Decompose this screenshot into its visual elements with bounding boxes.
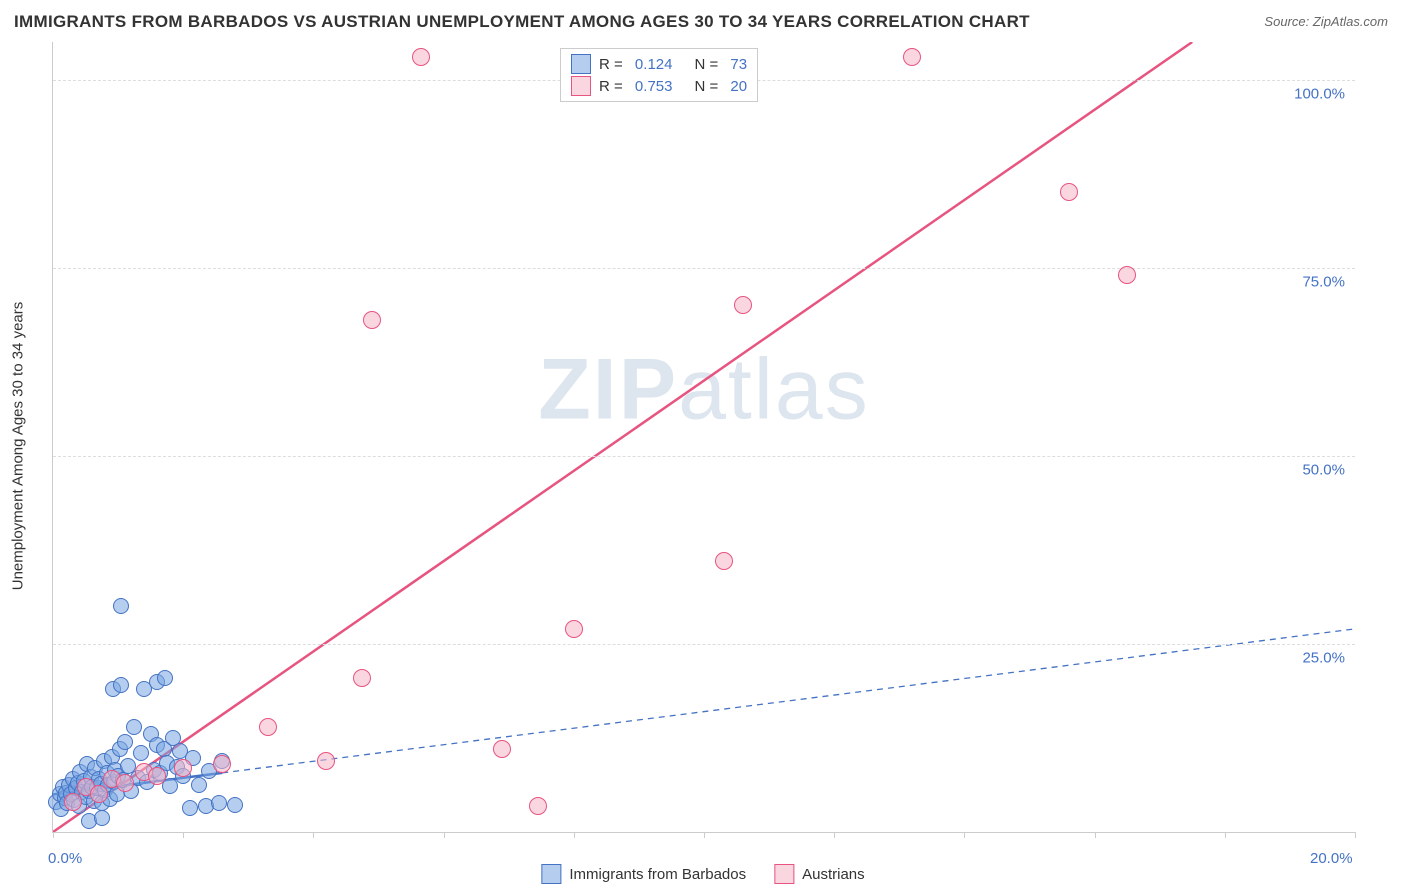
x-tick (1355, 832, 1356, 838)
data-point-barbados (157, 670, 173, 686)
data-point-austrians (317, 752, 335, 770)
data-point-barbados (191, 777, 207, 793)
x-tick (53, 832, 54, 838)
x-tick (964, 832, 965, 838)
watermark-bold: ZIP (538, 341, 678, 437)
legend-series-label: Austrians (802, 866, 865, 883)
data-point-austrians (353, 669, 371, 687)
x-tick (1225, 832, 1226, 838)
data-point-barbados (227, 797, 243, 813)
x-axis-max-label: 20.0% (1310, 850, 1353, 867)
gridline (53, 268, 1355, 269)
x-tick (1095, 832, 1096, 838)
watermark: ZIPatlas (538, 340, 869, 439)
data-point-austrians (363, 311, 381, 329)
y-axis-label: Unemployment Among Ages 30 to 34 years (10, 302, 27, 591)
correlation-chart: IMMIGRANTS FROM BARBADOS VS AUSTRIAN UNE… (0, 0, 1406, 892)
r-label: R = (599, 78, 623, 95)
x-axis-min-label: 0.0% (48, 850, 82, 867)
n-value: 73 (726, 56, 747, 73)
source-value: ZipAtlas.com (1313, 14, 1388, 29)
legend-swatch (571, 54, 591, 74)
legend-swatch (541, 864, 561, 884)
data-point-austrians (213, 755, 231, 773)
x-tick (834, 832, 835, 838)
r-label: R = (599, 56, 623, 73)
data-point-austrians (903, 48, 921, 66)
regression-line-barbados-extrapolated (222, 629, 1355, 773)
x-tick (313, 832, 314, 838)
y-tick-label: 25.0% (1302, 649, 1345, 666)
x-tick (444, 832, 445, 838)
data-point-barbados (94, 810, 110, 826)
plot-area: ZIPatlas 25.0% 50.0% 75.0% 100.0% (52, 42, 1355, 833)
r-value: 0.753 (631, 78, 673, 95)
data-point-austrians (565, 620, 583, 638)
data-point-barbados (182, 800, 198, 816)
regression-line-austrians (53, 42, 1192, 832)
x-tick (574, 832, 575, 838)
source-attribution: Source: ZipAtlas.com (1264, 14, 1388, 29)
data-point-austrians (90, 785, 108, 803)
data-point-austrians (64, 793, 82, 811)
watermark-rest: atlas (678, 341, 870, 437)
data-point-austrians (116, 774, 134, 792)
data-point-austrians (412, 48, 430, 66)
legend-series-label: Immigrants from Barbados (569, 866, 746, 883)
data-point-barbados (117, 734, 133, 750)
data-point-barbados (126, 719, 142, 735)
r-value: 0.124 (631, 56, 673, 73)
y-tick-label: 50.0% (1302, 461, 1345, 478)
data-point-austrians (259, 718, 277, 736)
data-point-austrians (174, 759, 192, 777)
legend-swatch (774, 864, 794, 884)
data-point-austrians (734, 296, 752, 314)
data-point-austrians (493, 740, 511, 758)
legend-series-item: Immigrants from Barbados (541, 864, 746, 884)
legend-swatch (571, 76, 591, 96)
x-tick (183, 832, 184, 838)
y-tick-label: 75.0% (1302, 273, 1345, 290)
legend-correlation: R = 0.124 N = 73 R = 0.753 N = 20 (560, 48, 758, 102)
legend-series-item: Austrians (774, 864, 865, 884)
data-point-austrians (1060, 183, 1078, 201)
data-point-barbados (113, 598, 129, 614)
n-value: 20 (726, 78, 747, 95)
x-tick (704, 832, 705, 838)
legend-correlation-row: R = 0.124 N = 73 (571, 53, 747, 75)
legend-series: Immigrants from Barbados Austrians (541, 864, 864, 884)
data-point-barbados (133, 745, 149, 761)
n-label: N = (694, 56, 718, 73)
gridline (53, 644, 1355, 645)
n-label: N = (694, 78, 718, 95)
gridline (53, 456, 1355, 457)
data-point-barbados (211, 795, 227, 811)
chart-title: IMMIGRANTS FROM BARBADOS VS AUSTRIAN UNE… (14, 12, 1030, 32)
data-point-austrians (715, 552, 733, 570)
data-point-austrians (1118, 266, 1136, 284)
regression-lines (53, 42, 1355, 832)
legend-correlation-row: R = 0.753 N = 20 (571, 75, 747, 97)
data-point-barbados (113, 677, 129, 693)
source-label: Source: (1264, 14, 1309, 29)
data-point-austrians (529, 797, 547, 815)
y-tick-label: 100.0% (1294, 85, 1345, 102)
data-point-austrians (148, 767, 166, 785)
